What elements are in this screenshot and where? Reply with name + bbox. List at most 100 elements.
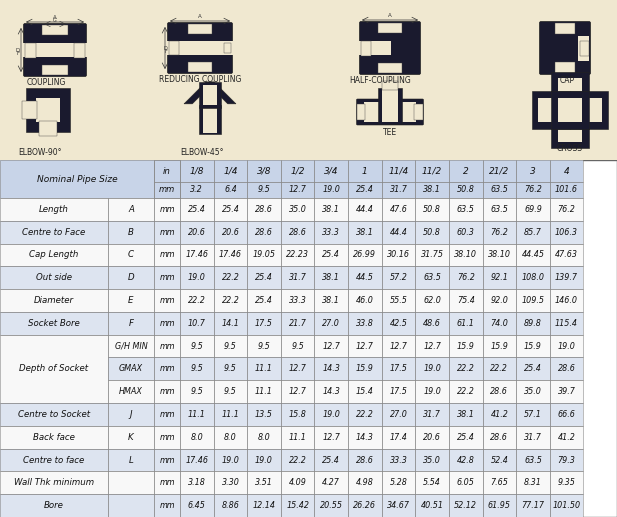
Text: 12.7: 12.7 bbox=[389, 342, 407, 351]
Bar bbox=[213, 494, 247, 517]
Text: mm: mm bbox=[159, 364, 175, 373]
Bar bbox=[247, 472, 281, 494]
Bar bbox=[449, 266, 482, 289]
Bar bbox=[348, 472, 382, 494]
Bar bbox=[415, 426, 449, 449]
Text: 41.2: 41.2 bbox=[558, 433, 576, 442]
Text: F: F bbox=[128, 319, 133, 328]
Bar bbox=[482, 334, 516, 357]
Bar bbox=[23, 43, 87, 57]
Bar bbox=[516, 198, 550, 221]
Text: 31.7: 31.7 bbox=[524, 433, 542, 442]
Bar bbox=[348, 266, 382, 289]
Bar bbox=[315, 357, 348, 381]
Bar bbox=[550, 182, 584, 198]
Bar bbox=[348, 426, 382, 449]
Text: 115.4: 115.4 bbox=[555, 319, 578, 328]
Bar bbox=[550, 289, 584, 312]
Text: 14.1: 14.1 bbox=[222, 319, 239, 328]
Text: A: A bbox=[53, 15, 57, 20]
Bar bbox=[415, 198, 449, 221]
Text: 17.5: 17.5 bbox=[255, 319, 273, 328]
Text: 19.0: 19.0 bbox=[558, 342, 576, 351]
Bar bbox=[180, 266, 213, 289]
Text: 15.8: 15.8 bbox=[289, 410, 307, 419]
Bar bbox=[203, 85, 217, 105]
Bar bbox=[281, 426, 315, 449]
Text: mm: mm bbox=[159, 296, 175, 305]
Bar bbox=[516, 472, 550, 494]
Text: 25.4: 25.4 bbox=[322, 250, 340, 260]
Bar bbox=[415, 357, 449, 381]
Bar bbox=[415, 403, 449, 426]
Text: HMAX: HMAX bbox=[119, 387, 143, 396]
Text: A: A bbox=[388, 13, 392, 18]
Bar bbox=[0, 403, 108, 426]
Bar bbox=[0, 289, 108, 312]
Bar bbox=[482, 221, 516, 244]
Bar bbox=[382, 244, 415, 266]
Text: 28.6: 28.6 bbox=[289, 227, 307, 237]
Bar bbox=[247, 244, 281, 266]
Bar bbox=[108, 472, 154, 494]
Bar bbox=[415, 266, 449, 289]
Bar bbox=[188, 63, 212, 72]
Bar bbox=[281, 426, 315, 449]
Bar bbox=[108, 449, 154, 472]
Bar bbox=[213, 312, 247, 334]
Text: D: D bbox=[16, 48, 20, 53]
Bar bbox=[281, 289, 315, 312]
Text: B: B bbox=[128, 227, 134, 237]
Bar bbox=[199, 105, 222, 134]
Bar bbox=[516, 403, 550, 426]
Bar bbox=[348, 381, 382, 403]
Bar bbox=[108, 426, 154, 449]
Bar bbox=[516, 449, 550, 472]
Bar bbox=[0, 312, 108, 334]
Text: 1/8: 1/8 bbox=[189, 166, 204, 175]
Text: Wall Thk minimum: Wall Thk minimum bbox=[14, 478, 94, 488]
Bar bbox=[213, 182, 247, 198]
Bar bbox=[449, 449, 482, 472]
Text: 47.63: 47.63 bbox=[555, 250, 578, 260]
Bar bbox=[213, 449, 247, 472]
Bar bbox=[359, 41, 391, 55]
Bar bbox=[516, 403, 550, 426]
Bar bbox=[382, 289, 415, 312]
Bar bbox=[315, 403, 348, 426]
Bar bbox=[555, 62, 575, 73]
Bar bbox=[180, 266, 213, 289]
Text: 57.2: 57.2 bbox=[389, 273, 407, 282]
Text: 38.1: 38.1 bbox=[356, 227, 374, 237]
Bar bbox=[449, 160, 482, 182]
Bar bbox=[108, 381, 154, 403]
Bar bbox=[281, 472, 315, 494]
Bar bbox=[154, 198, 180, 221]
Bar bbox=[108, 244, 154, 266]
Bar bbox=[108, 266, 154, 289]
Bar bbox=[180, 221, 213, 244]
Bar bbox=[382, 472, 415, 494]
Bar bbox=[247, 198, 281, 221]
Bar bbox=[108, 221, 154, 244]
Text: 74.0: 74.0 bbox=[491, 319, 508, 328]
Bar bbox=[315, 494, 348, 517]
Bar bbox=[281, 472, 315, 494]
Bar bbox=[213, 312, 247, 334]
Text: 25.4: 25.4 bbox=[255, 273, 273, 282]
Text: 11.1: 11.1 bbox=[255, 364, 273, 373]
Bar bbox=[315, 449, 348, 472]
Text: 69.9: 69.9 bbox=[524, 205, 542, 214]
Bar bbox=[213, 494, 247, 517]
Bar bbox=[154, 449, 180, 472]
Bar bbox=[43, 65, 68, 75]
Text: 19.0: 19.0 bbox=[322, 186, 340, 194]
Text: 9.5: 9.5 bbox=[191, 364, 203, 373]
Text: J: J bbox=[130, 410, 132, 419]
Bar bbox=[414, 104, 423, 120]
FancyBboxPatch shape bbox=[360, 22, 421, 74]
Bar bbox=[550, 244, 584, 266]
Text: 19.0: 19.0 bbox=[423, 387, 441, 396]
Bar bbox=[0, 289, 108, 312]
Bar bbox=[213, 221, 247, 244]
